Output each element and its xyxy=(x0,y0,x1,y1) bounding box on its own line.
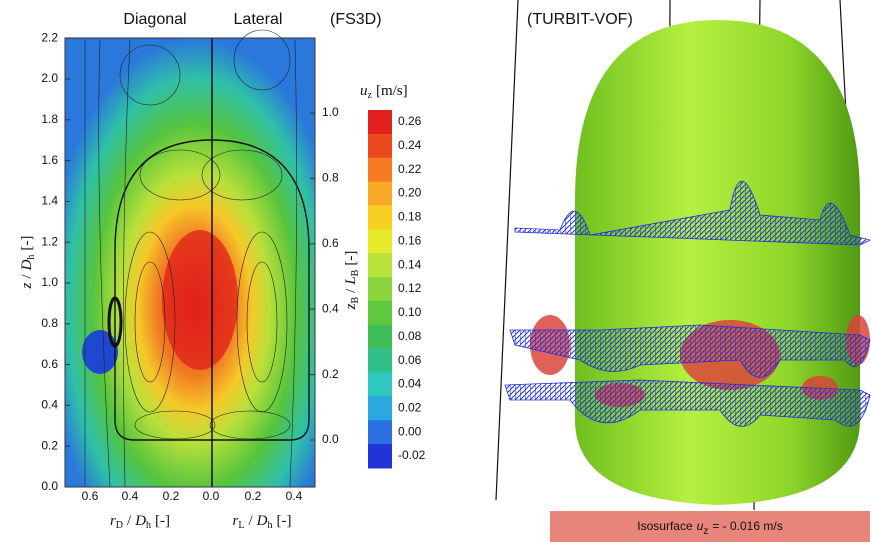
colorbar-tick-label: 0.24 xyxy=(398,138,422,152)
bubble-surface xyxy=(575,20,860,505)
y-tick-label: 0.8 xyxy=(41,316,58,330)
contour-panel xyxy=(65,30,315,487)
y-tick-label: 0.2 xyxy=(41,438,58,452)
colorbar-swatch xyxy=(368,182,392,206)
x-tick-label: 0.4 xyxy=(122,489,139,503)
colorbar-swatch xyxy=(368,229,392,253)
colorbar-tick-label: 0.14 xyxy=(398,257,422,271)
core xyxy=(162,230,238,370)
label-part: B xyxy=(350,297,361,304)
label-part: D xyxy=(19,259,35,271)
label-part: h xyxy=(267,520,272,531)
x-axis-label: rL/Dh[-] xyxy=(233,513,292,531)
colorbar-swatch xyxy=(368,134,392,158)
label-part: h xyxy=(146,520,151,531)
colorbar-tick-label: 0.04 xyxy=(398,377,422,391)
colorbar-label: uz[m/s] xyxy=(360,83,408,101)
label-part: z xyxy=(703,526,708,537)
y-tick-label: 2.0 xyxy=(41,71,58,85)
label-part: [-] xyxy=(276,513,291,529)
label-part: / xyxy=(248,513,253,529)
colorbar-swatch xyxy=(368,373,392,397)
colorbar-tick-label: 0.10 xyxy=(398,305,422,319)
panel-tag: (FS3D) xyxy=(330,11,382,28)
x-tick-label: 0.2 xyxy=(163,489,180,503)
y2-axis-label: zB/LB[-] xyxy=(343,251,361,311)
y-tick-label: 1.2 xyxy=(41,234,58,248)
colorbar-tick-label: 0.00 xyxy=(398,424,422,438)
y2-tick-label: 1.0 xyxy=(322,105,339,119)
colorbar-tick-label: -0.02 xyxy=(398,448,426,462)
y-tick-label: 1.8 xyxy=(41,112,58,126)
colorbar-swatch xyxy=(368,420,392,444)
y-axis-label: z / Dh [-] xyxy=(19,236,37,290)
label-part: D xyxy=(116,520,123,531)
label-part: u xyxy=(360,83,368,99)
colorbar-swatch xyxy=(368,205,392,229)
colorbar-swatch xyxy=(368,301,392,325)
y-tick-label: 0.0 xyxy=(41,479,58,493)
colorbar-swatch xyxy=(368,349,392,373)
panel-tag: (TURBIT-VOF) xyxy=(527,11,633,28)
x-tick-label: 0.2 xyxy=(245,489,262,503)
caption-box xyxy=(550,511,870,542)
y2-tick-label: 0.6 xyxy=(322,236,339,250)
x-tick-label: 0.0 xyxy=(203,489,220,503)
y-tick-label: 1.6 xyxy=(41,153,58,167)
label-part: [-] xyxy=(19,236,35,251)
y-tick-label: 0.6 xyxy=(41,357,58,371)
y-tick-label: 1.4 xyxy=(41,194,58,208)
y2-tick-label: 0.0 xyxy=(322,432,339,446)
colorbar-tick-label: 0.16 xyxy=(398,233,422,247)
column-header: Diagonal xyxy=(123,11,186,28)
colorbar-swatch xyxy=(368,253,392,277)
label-part: / xyxy=(343,288,359,293)
colorbar-tick-label: 0.02 xyxy=(398,401,422,415)
y-tick-label: 2.2 xyxy=(41,30,58,44)
colorbar-swatch xyxy=(368,110,392,134)
label-part: z xyxy=(19,282,35,289)
label-part: z xyxy=(368,90,373,101)
y-tick-label: 1.0 xyxy=(41,275,58,289)
colorbar-swatch xyxy=(368,444,392,468)
colorbar-swatch xyxy=(368,396,392,420)
colorbar-tick-label: 0.18 xyxy=(398,210,422,224)
colorbar-swatch xyxy=(368,325,392,349)
colorbar-tick-label: 0.06 xyxy=(398,353,422,367)
label-part: [-] xyxy=(343,251,359,266)
label-part: L xyxy=(343,276,359,285)
x-tick-label: 0.4 xyxy=(286,489,303,503)
x-axis-label: rD/Dh[-] xyxy=(110,513,170,531)
colorbar-tick-label: 0.12 xyxy=(398,281,422,295)
colorbar-tick-label: 0.26 xyxy=(398,114,422,128)
colorbar-swatch xyxy=(368,277,392,301)
figure: (FS3D) Diagonal Lateral 0.0 0.2 0.4 0.6 0.8 1.0 1… xyxy=(0,0,871,542)
label-part: [-] xyxy=(155,513,170,529)
label-part: [m/s] xyxy=(376,83,408,99)
x-tick-label: 0.6 xyxy=(82,489,99,503)
label-part: D xyxy=(134,513,146,529)
column-header: Lateral xyxy=(234,11,283,28)
colorbar-tick-label: 0.22 xyxy=(398,162,422,176)
colorbar-swatch xyxy=(368,158,392,182)
y2-tick-label: 0.2 xyxy=(322,367,339,381)
label-part: h xyxy=(26,255,37,260)
label-part: L xyxy=(238,520,244,531)
label-part: B xyxy=(350,269,361,276)
y2-tick-label: 0.8 xyxy=(322,171,339,185)
label-part: / xyxy=(19,274,35,279)
low-region xyxy=(82,330,118,374)
render-panel xyxy=(496,0,870,542)
label-part: Isosurface xyxy=(637,519,693,533)
label-part: / xyxy=(127,513,132,529)
y2-tick-label: 0.4 xyxy=(322,301,339,315)
colorbar-tick-label: 0.20 xyxy=(398,186,422,200)
label-part: D xyxy=(256,513,268,529)
colorbar-tick-label: 0.08 xyxy=(398,329,422,343)
label-part: = - 0.016 m/s xyxy=(712,519,782,533)
y-tick-label: 0.4 xyxy=(41,398,58,412)
